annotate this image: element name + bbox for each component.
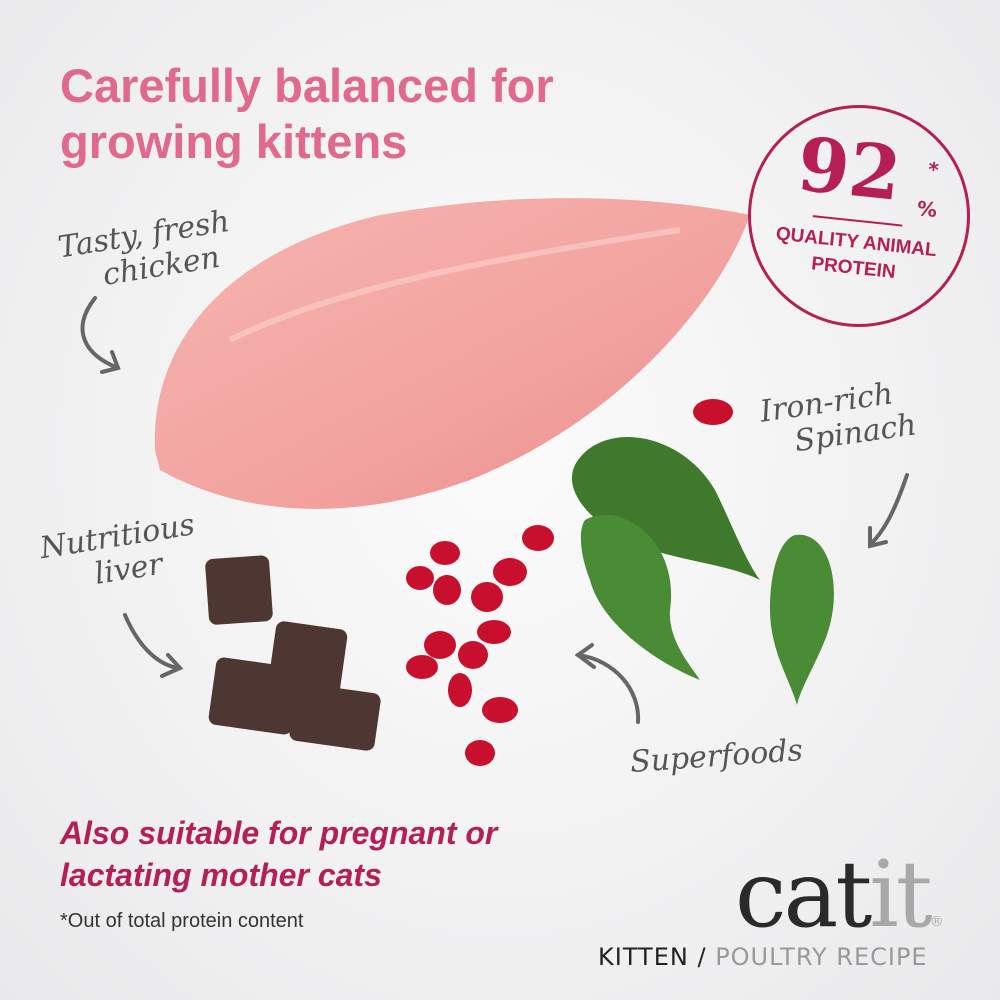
chicken-breast: [154, 198, 750, 509]
catit-logo: catit®: [735, 845, 944, 972]
registered-mark: ®: [929, 914, 944, 930]
badge-asterisk: *: [927, 157, 940, 183]
note-line: Also suitable for pregnant or: [60, 815, 498, 851]
suitability-note: Also suitable for pregnant or lactating …: [60, 812, 497, 896]
recipe-poultry: POULTRY RECIPE: [715, 943, 928, 971]
recipe-label: KITTEN / POULTRY RECIPE: [598, 943, 928, 971]
headline-line: growing kittens: [60, 115, 408, 168]
spinach-leaves: [571, 437, 834, 705]
arrow-icon: [80, 296, 909, 724]
badge-percent: %: [915, 196, 939, 223]
liver-pieces: [205, 555, 381, 751]
badge-value: 92: [793, 121, 905, 218]
pomegranate-seeds: [406, 399, 733, 766]
page-title: Carefully balanced for growing kittens: [60, 58, 700, 170]
logo-part: it: [869, 841, 932, 948]
note-line: lactating mother cats: [60, 857, 382, 893]
recipe-kitten: KITTEN /: [598, 943, 707, 971]
headline-line: Carefully balanced for: [60, 59, 554, 112]
logo-part: cat: [735, 841, 872, 948]
footnote: *Out of total protein content: [60, 910, 304, 932]
badge-label: QUALITY ANIMAL PROTEIN: [745, 219, 965, 293]
